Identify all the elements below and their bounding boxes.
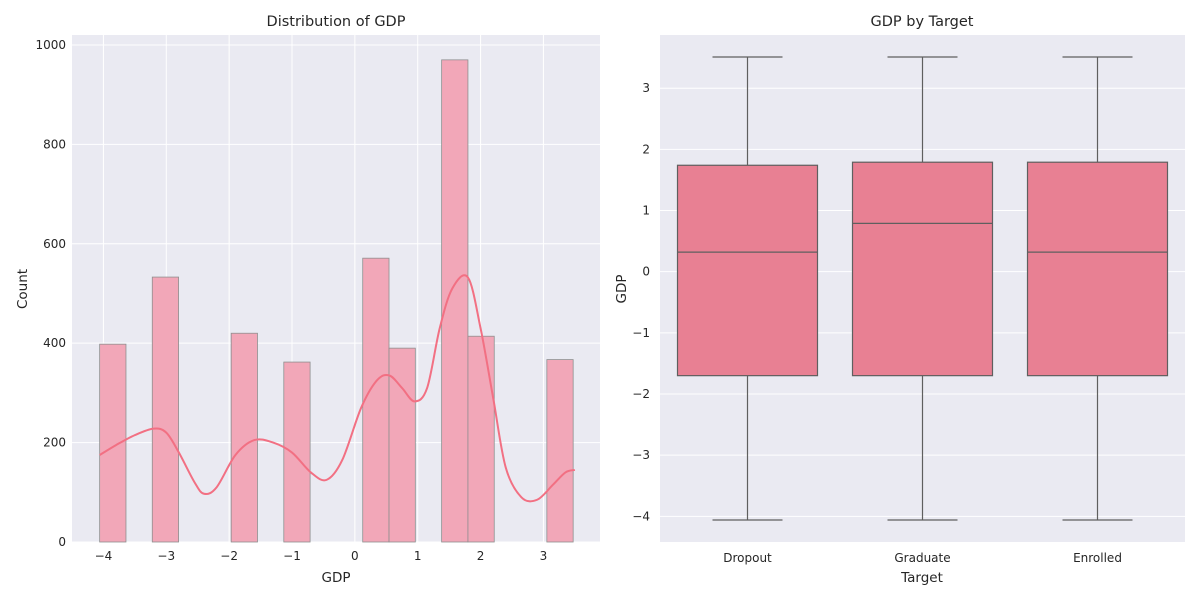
boxplot-title: GDP by Target: [870, 14, 973, 30]
boxplot-y-tick-label: 2: [642, 142, 650, 156]
histogram-x-ticks: −4 −3 −2 −1 0 1 2 3: [95, 549, 548, 563]
boxplot-box: [851, 161, 994, 377]
histogram-bar: [151, 276, 179, 543]
boxplot-y-tick-label: −4: [632, 509, 650, 523]
boxplot-boxes: [676, 56, 1169, 521]
boxplot-y-tick-label: 1: [642, 204, 650, 218]
histogram-x-tick-label: −4: [95, 549, 113, 563]
histogram-x-tick-label: −2: [220, 549, 238, 563]
histogram-bar: [362, 257, 390, 543]
histogram-bar: [467, 335, 495, 543]
boxplot-y-tick-label: 3: [642, 81, 650, 95]
histogram-bar: [441, 59, 469, 543]
histogram-y-tick-label: 1000: [35, 38, 66, 52]
histogram-y-label: Count: [15, 269, 31, 309]
boxplot-x-ticks: Dropout Graduate Enrolled: [723, 551, 1122, 565]
histogram-kde-line: [99, 274, 576, 503]
boxplot-box: [676, 164, 819, 377]
boxplot-box: [1026, 161, 1169, 377]
boxplot-x-tick-label: Graduate: [894, 551, 950, 565]
boxplot-y-tick-label: 0: [642, 265, 650, 279]
histogram-bar: [283, 361, 311, 543]
boxplot-y-label: GDP: [614, 275, 630, 304]
histogram-x-tick-label: 2: [477, 549, 485, 563]
histogram-x-tick-label: 1: [414, 549, 422, 563]
histogram-bar: [388, 347, 416, 543]
histogram-x-tick-label: −3: [157, 549, 175, 563]
boxplot-x-label: Target: [900, 570, 943, 586]
histogram-x-tick-label: 0: [351, 549, 359, 563]
histogram-bars: [99, 59, 574, 543]
histogram-panel: −4 −3 −2 −1 0 1 2 3 0 200 400 600 800 1000 Distribut…: [15, 14, 600, 586]
histogram-bar: [230, 332, 258, 543]
boxplot-x-tick-label: Enrolled: [1073, 551, 1122, 565]
histogram-bar: [546, 359, 574, 543]
histogram-y-tick-label: 400: [43, 336, 66, 350]
histogram-title: Distribution of GDP: [267, 14, 406, 30]
boxplot-panel: Dropout Graduate Enrolled −4 −3 −2 −1 0 1 2 3 GDP…: [614, 14, 1185, 586]
boxplot-y-ticks: −4 −3 −2 −1 0 1 2 3: [632, 81, 650, 523]
boxplot-x-tick-label: Dropout: [723, 551, 772, 565]
boxplot-y-tick-label: −3: [632, 448, 650, 462]
histogram-x-tick-label: 3: [540, 549, 548, 563]
histogram-x-label: GDP: [322, 570, 351, 586]
boxplot-y-tick-label: −2: [632, 387, 650, 401]
histogram-y-tick-label: 800: [43, 137, 66, 151]
histogram-y-tick-label: 200: [43, 436, 66, 450]
histogram-y-tick-label: 600: [43, 237, 66, 251]
histogram-bar: [99, 343, 127, 543]
boxplot-y-tick-label: −1: [632, 326, 650, 340]
histogram-y-ticks: 0 200 400 600 800 1000: [35, 38, 66, 549]
histogram-y-tick-label: 0: [58, 535, 66, 549]
histogram-plot-area: [72, 35, 600, 542]
histogram-x-tick-label: −1: [283, 549, 301, 563]
